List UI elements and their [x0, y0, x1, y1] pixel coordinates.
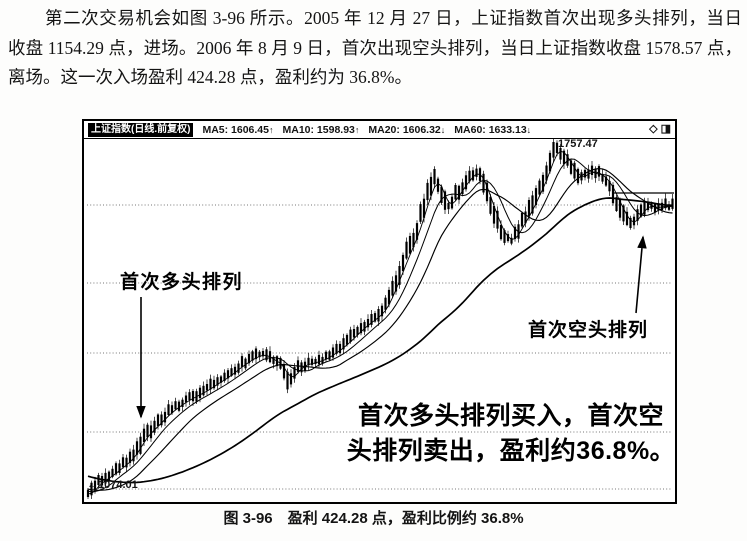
diamond-icon: ◇ [649, 123, 658, 135]
annotation-arrows [136, 192, 674, 419]
ma10-label: MA10: 1598.93↑ [282, 123, 360, 136]
candlestick-chart [86, 139, 674, 499]
ma5-label: MA5: 1606.45↑ [202, 123, 274, 136]
chart-titlebar: 上证指数(日线.前复权) MA5: 1606.45↑ MA10: 1598.93… [84, 121, 675, 139]
bear-arrow [635, 235, 647, 314]
symbol-label: 上证指数(日线.前复权) [88, 122, 194, 137]
titlebar-icons: ◇ ◨ [649, 124, 671, 135]
candles [86, 139, 674, 499]
trade-note: 首次多头排列买入，首次空 头排列卖出，盈利约36.8%。 [346, 399, 676, 469]
ma10-trend-arrow-icon: ↑ [354, 124, 360, 135]
figure-chart: 上证指数(日线.前复权) MA5: 1606.45↑ MA10: 1598.93… [82, 119, 677, 504]
paragraph-text: 第二次交易机会如图 3-96 所示。2005 年 12 月 27 日，上证指数首… [8, 4, 742, 93]
high-price-label: 1757.47 [558, 138, 598, 150]
low-price-label: ←1074.01 [87, 479, 138, 491]
paragraph-line-3: 离场。这一次入场盈利 424.28 点，盈利约为 36.8%。 [8, 67, 412, 87]
ma20-trend-arrow-icon: ↓ [440, 124, 446, 135]
annotation-bear-label: 首次空头排列 [528, 320, 649, 341]
ma60-trend-arrow-icon: ↓ [526, 124, 532, 135]
figure-caption: 图 3-96 盈利 424.28 点，盈利比例约 36.8% [223, 510, 524, 527]
trade-note-line-2: 头排列卖出，盈利约36.8%。 [346, 437, 676, 465]
ma60-label: MA60: 1633.13↓ [454, 123, 532, 136]
trade-note-line-1: 首次多头排列买入，首次空 [357, 402, 664, 430]
ma5-trend-arrow-icon: ↑ [269, 124, 274, 135]
annotation-bull-label: 首次多头排列 [120, 272, 244, 293]
window-icon: ◨ [660, 123, 671, 135]
paragraph-line-2: 收盘 1154.29 点，进场。2006 年 8 月 9 日，首次出现空头排列，… [8, 37, 742, 58]
paragraph-line-1: 第二次交易机会如图 3-96 所示。2005 年 12 月 27 日，上证指数首… [45, 8, 742, 28]
ma20-label: MA20: 1606.32↓ [368, 123, 446, 136]
